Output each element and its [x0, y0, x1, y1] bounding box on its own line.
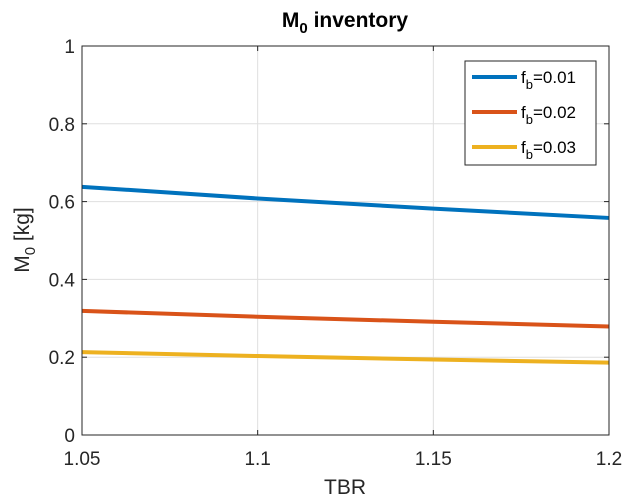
- y-tick-label: 0.4: [49, 270, 76, 291]
- legend: fb=0.01 fb=0.02 fb=0.03: [464, 60, 597, 166]
- y-tick-label: 0.2: [49, 348, 75, 369]
- title-rest: inventory: [308, 9, 409, 32]
- series-line-3: [81, 350, 610, 365]
- title-sub: 0: [299, 20, 307, 37]
- series-lines: [81, 184, 610, 365]
- x-tick-label: 1.15: [415, 449, 452, 470]
- y-axis-label: M0 [kg]: [11, 207, 39, 273]
- ylabel-rest: [kg]: [11, 207, 34, 247]
- x-tick-label: 1.1: [244, 449, 270, 470]
- series-line-1: [81, 184, 610, 220]
- x-axis-label: TBR: [324, 476, 366, 499]
- legend-label-3: fb=0.03: [521, 138, 576, 162]
- x-tick-label: 1.05: [64, 449, 101, 470]
- y-tick-label: 0.6: [49, 193, 75, 214]
- y-tick-label: 0: [64, 426, 75, 447]
- title-main: M: [282, 9, 300, 32]
- ylabel-main: M: [11, 255, 34, 273]
- y-tick-label: 1: [64, 37, 75, 58]
- y-tick-label: 0.8: [49, 115, 75, 136]
- ylabel-sub: 0: [22, 247, 39, 255]
- chart-title: M0 inventory: [282, 9, 409, 37]
- plot-box: [81, 45, 610, 436]
- x-tick-label: 1.2: [596, 449, 622, 470]
- series-line-2: [81, 308, 610, 329]
- legend-label-1: fb=0.01: [521, 68, 576, 92]
- legend-label-2: fb=0.02: [521, 103, 576, 127]
- ticks: 1.05 1.1 1.15 1.2 0 0.2 0.4 0.6 0.8 1: [49, 37, 623, 470]
